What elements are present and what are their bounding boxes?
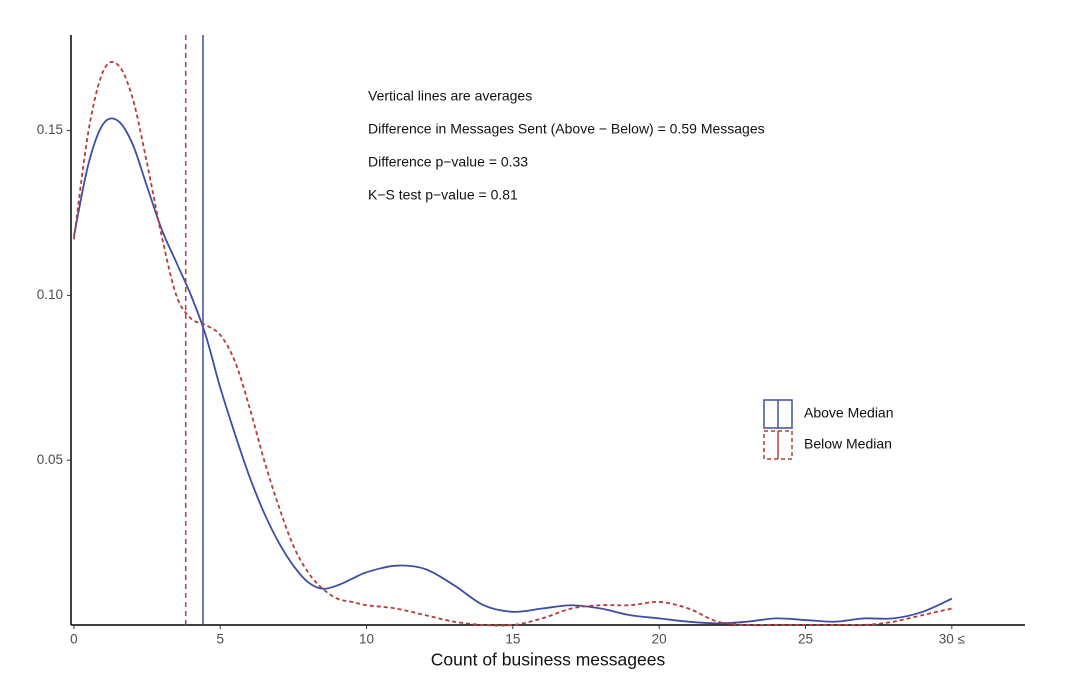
annotation: K−S test p−value = 0.81 (368, 187, 518, 203)
x-axis-label: Count of business messagees (431, 650, 666, 670)
annotation: Difference in Messages Sent (Above − Bel… (368, 121, 765, 137)
density-line (73, 117, 953, 625)
y-tick-label: 0.05 (37, 452, 63, 467)
x-tick-label: 15 (505, 632, 520, 647)
legend-label: Above Median (804, 405, 894, 421)
x-tick-label: 0 (70, 632, 78, 647)
annotation: Difference p−value = 0.33 (368, 154, 528, 170)
x-tick-label: 25 (798, 632, 813, 647)
y-tick-label: 0.15 (37, 122, 63, 137)
density-line (73, 61, 953, 627)
legend-label: Below Median (804, 436, 892, 452)
x-tick-label: 5 (216, 632, 224, 647)
y-tick-label: 0.10 (37, 287, 63, 302)
x-tick-label: 20 (652, 632, 667, 647)
x-tick-label: 30 ≤ (939, 632, 965, 647)
annotation: Vertical lines are averages (368, 88, 532, 104)
x-tick-label: 10 (359, 632, 374, 647)
